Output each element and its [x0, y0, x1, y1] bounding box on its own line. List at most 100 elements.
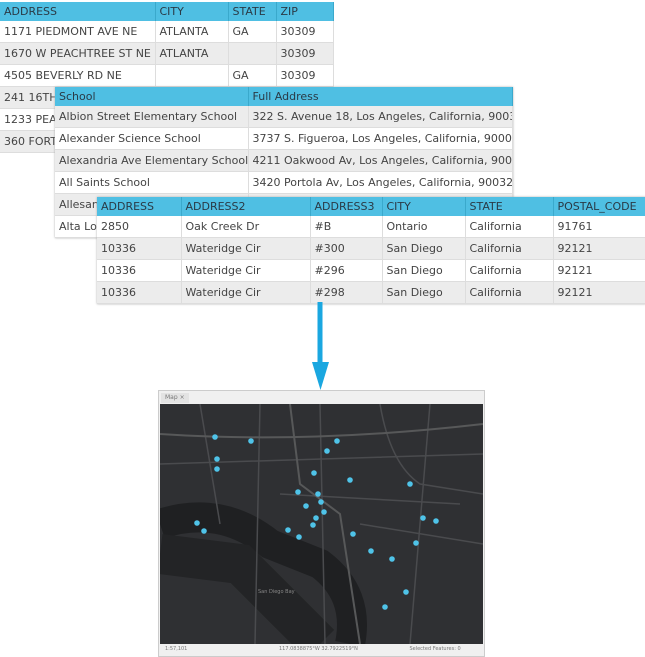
column-header[interactable]: School: [55, 87, 249, 106]
table-row[interactable]: Alexander Science School 3737 S. Figueroa…: [55, 127, 513, 150]
column-header[interactable]: ZIP: [276, 2, 334, 21]
table-cell: 30309: [276, 21, 334, 43]
table-cell: [228, 42, 277, 65]
column-header[interactable]: ADDRESS: [97, 197, 182, 216]
map-window[interactable]: Map × San Diego Bay 1:57,101 117.0838875…: [158, 390, 485, 657]
table-cell: ATLANTA: [155, 21, 229, 43]
column-header[interactable]: ADDRESS: [0, 2, 156, 21]
scale-selector[interactable]: 1:57,101: [165, 646, 188, 652]
table-row[interactable]: 10336 Wateridge Cir #296 San Diego Californi…: [97, 259, 645, 282]
address-point[interactable]: [214, 456, 220, 462]
table-cell: 3737 S. Figueroa, Los Angeles, Californi…: [248, 127, 513, 150]
map-canvas[interactable]: San Diego Bay: [160, 404, 483, 644]
address-point[interactable]: [334, 438, 340, 444]
table-cell: Alexandria Ave Elementary School: [55, 149, 249, 172]
table-cell: California: [465, 216, 554, 238]
table-row[interactable]: 1670 W PEACHTREE ST NE ATLANTA 30309: [0, 42, 334, 65]
table-cell: California: [465, 259, 554, 282]
address-point[interactable]: [403, 589, 409, 595]
table-cell: Ontario: [382, 216, 466, 238]
address-point[interactable]: [382, 604, 388, 610]
table-cell: 92121: [553, 281, 645, 304]
address-point[interactable]: [315, 491, 321, 497]
table-cell: 3420 Portola Av, Los Angeles, California…: [248, 171, 513, 194]
table-cell: 4505 BEVERLY RD NE: [0, 64, 156, 87]
table-cell: ATLANTA: [155, 42, 229, 65]
map-tab-label: Map: [165, 394, 178, 401]
table-row[interactable]: All Saints School 3420 Portola Av, Los An…: [55, 171, 513, 194]
map-tab[interactable]: Map ×: [161, 393, 189, 403]
header-row: ADDRESS CITY STATE ZIP: [0, 2, 334, 21]
address-point[interactable]: [347, 477, 353, 483]
address-point[interactable]: [285, 527, 291, 533]
address-point[interactable]: [318, 499, 324, 505]
table-cell: Wateridge Cir: [181, 281, 311, 304]
address-point[interactable]: [413, 540, 419, 546]
table-row[interactable]: 4505 BEVERLY RD NE GA 30309: [0, 64, 334, 87]
table-row[interactable]: Albion Street Elementary School 322 S. Av…: [55, 106, 513, 128]
table-cell: San Diego: [382, 281, 466, 304]
table-cell: 30309: [276, 42, 334, 65]
column-header[interactable]: STATE: [465, 197, 554, 216]
table-cell: 1171 PIEDMONT AVE NE: [0, 21, 156, 43]
table-cell: Albion Street Elementary School: [55, 106, 249, 128]
address-point[interactable]: [310, 522, 316, 528]
table-cell: 1670 W PEACHTREE ST NE: [0, 42, 156, 65]
address-point[interactable]: [295, 489, 301, 495]
address-point[interactable]: [248, 438, 254, 444]
address-point[interactable]: [321, 509, 327, 515]
table-cell: [155, 64, 229, 87]
table-cell: 92121: [553, 237, 645, 260]
table-cell: Wateridge Cir: [181, 259, 311, 282]
table-row[interactable]: 2850 Oak Creek Dr #B Ontario California 91761: [97, 216, 645, 238]
table-row[interactable]: 10336 Wateridge Cir #300 San Diego Californi…: [97, 237, 645, 260]
table-cell: 4211 Oakwood Av, Los Angeles, California…: [248, 149, 513, 172]
table-cell: GA: [228, 64, 277, 87]
table-cell: 10336: [97, 237, 182, 260]
selected-features: Selected Features: 0: [409, 646, 461, 652]
column-header[interactable]: STATE: [228, 2, 277, 21]
table-cell: Oak Creek Dr: [181, 216, 311, 238]
table-cell: California: [465, 281, 554, 304]
header-row: ADDRESS ADDRESS2 ADDRESS3 CITY STATE POSTAL_C…: [97, 197, 645, 216]
table-row[interactable]: Alexandria Ave Elementary School 4211 Oak…: [55, 149, 513, 172]
table-row[interactable]: 1171 PIEDMONT AVE NE ATLANTA GA 30309: [0, 21, 334, 43]
table-cell: 322 S. Avenue 18, Los Angeles, Californi…: [248, 106, 513, 128]
column-header[interactable]: CITY: [382, 197, 466, 216]
address-point[interactable]: [324, 448, 330, 454]
address-point[interactable]: [313, 515, 319, 521]
address-point[interactable]: [311, 470, 317, 476]
coordinate-readout: 117.0838875°W 32.7922519°N: [278, 646, 358, 652]
address-point[interactable]: [368, 548, 374, 554]
address-point[interactable]: [296, 534, 302, 540]
table-cell: Alexander Science School: [55, 127, 249, 150]
address-point[interactable]: [389, 556, 395, 562]
address-point[interactable]: [194, 520, 200, 526]
address-point[interactable]: [201, 528, 207, 534]
table-row[interactable]: 10336 Wateridge Cir #298 San Diego Californi…: [97, 281, 645, 304]
header-row: School Full Address: [55, 87, 513, 106]
table-cell: 92121: [553, 259, 645, 282]
column-header[interactable]: CITY: [155, 2, 229, 21]
column-header[interactable]: POSTAL_CODE: [553, 197, 645, 216]
table-cell: California: [465, 237, 554, 260]
address-point[interactable]: [212, 434, 218, 440]
column-header[interactable]: ADDRESS3: [310, 197, 383, 216]
address-point[interactable]: [350, 531, 356, 537]
table-cell: 2850: [97, 216, 182, 238]
table-cell: GA: [228, 21, 277, 43]
address-point[interactable]: [303, 503, 309, 509]
table-cell: San Diego: [382, 237, 466, 260]
road-network: [160, 404, 483, 644]
table-cell: #B: [310, 216, 383, 238]
table-cell: #300: [310, 237, 383, 260]
address-point[interactable]: [433, 518, 439, 524]
table-cell: All Saints School: [55, 171, 249, 194]
column-header[interactable]: Full Address: [248, 87, 513, 106]
address-point[interactable]: [420, 515, 426, 521]
down-arrow-icon: [312, 302, 329, 390]
table-cell: 10336: [97, 259, 182, 282]
column-header[interactable]: ADDRESS2: [181, 197, 311, 216]
address-point[interactable]: [407, 481, 413, 487]
address-point[interactable]: [214, 466, 220, 472]
